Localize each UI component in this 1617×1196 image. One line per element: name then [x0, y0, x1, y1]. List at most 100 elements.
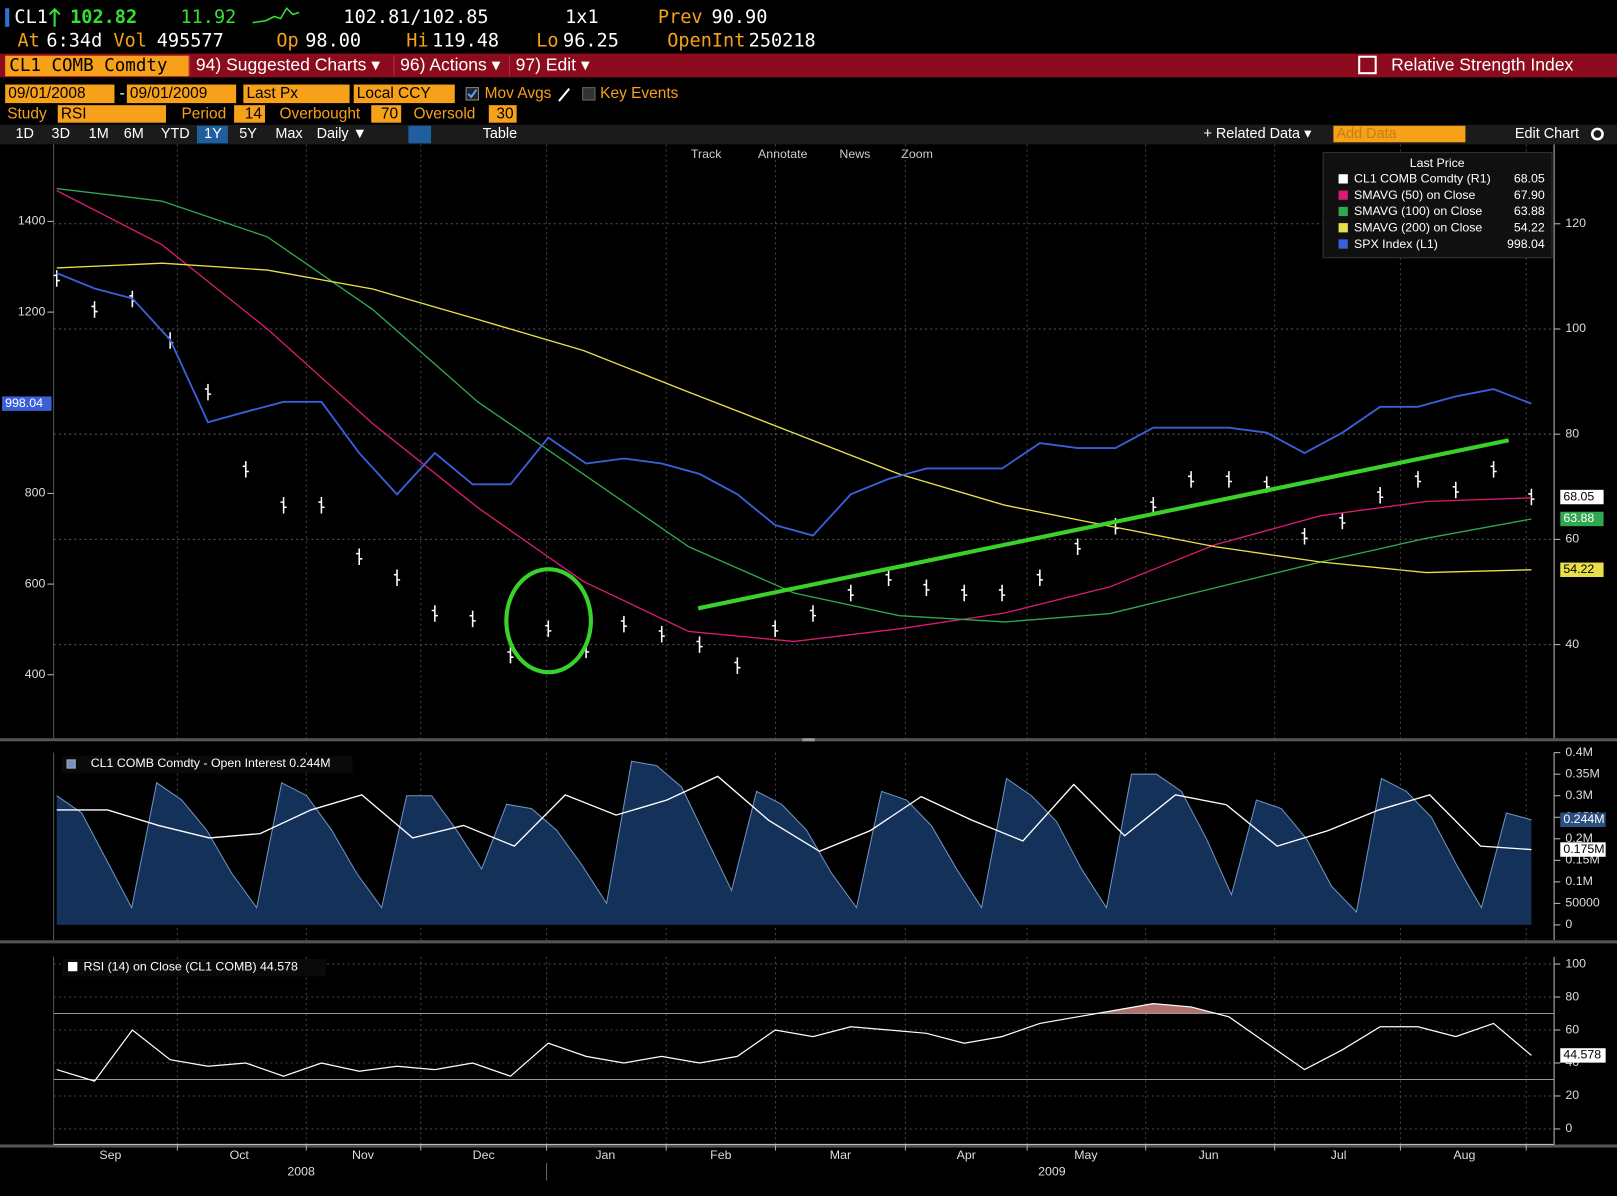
- price-bar: [847, 584, 854, 602]
- divider-handle: [802, 738, 815, 742]
- price-bar: [1188, 471, 1195, 488]
- price-bar: [885, 569, 892, 587]
- edit-chart[interactable]: Edit Chart: [1515, 126, 1579, 142]
- chart-tool[interactable]: Track: [691, 147, 722, 161]
- stat-label: Hi: [406, 31, 428, 52]
- price-bar: [431, 605, 438, 622]
- y-tick-label: 0: [1565, 1121, 1572, 1135]
- y2-tick-label: 60: [1565, 532, 1579, 546]
- y-tick-label: 1400: [18, 214, 46, 228]
- x-tick-label: Jun: [1199, 1148, 1219, 1162]
- chart-tool[interactable]: News: [839, 147, 870, 161]
- y2-tick-label: 120: [1565, 216, 1586, 230]
- popout-icon[interactable]: [1358, 55, 1377, 75]
- input-box[interactable]: [488, 105, 517, 123]
- axis-tag: 0.175M: [1563, 842, 1604, 856]
- key-events[interactable]: Key Events: [600, 85, 678, 102]
- price-bar: [356, 548, 363, 565]
- input-box[interactable]: [5, 84, 115, 104]
- x-tick-label: Jan: [595, 1148, 615, 1162]
- legend-name: SMAVG (50) on Close: [1354, 188, 1475, 202]
- table-button[interactable]: Table: [483, 126, 517, 142]
- range-selected[interactable]: [196, 125, 228, 144]
- price-bar: [318, 496, 325, 514]
- axis-tag-bg: [1560, 812, 1606, 828]
- rsi-line: [56, 1003, 1532, 1082]
- input-box[interactable]: [1333, 125, 1466, 143]
- currency[interactable]: Local CCY: [357, 85, 431, 102]
- y2-tick-label: 80: [1565, 426, 1579, 440]
- checkbox[interactable]: [582, 87, 596, 101]
- panel-title: RSI (14) on Close (CL1 COMB) 44.578: [84, 959, 298, 973]
- period[interactable]: 14: [245, 106, 263, 123]
- stat-label: Op: [276, 31, 298, 52]
- related-data[interactable]: + Related Data ▾: [1203, 126, 1311, 142]
- study-value[interactable]: RSI: [61, 106, 87, 123]
- price-bar: [1225, 471, 1233, 488]
- series-line: [56, 187, 1532, 623]
- range-button[interactable]: 3D: [52, 126, 70, 142]
- price-field[interactable]: Last Px: [246, 85, 298, 102]
- range-button[interactable]: 6M: [124, 126, 144, 142]
- security-box[interactable]: [5, 55, 189, 77]
- price-bar: [772, 620, 779, 638]
- start-date[interactable]: 09/01/2008: [8, 85, 85, 102]
- marker: [5, 8, 10, 27]
- axis-tag-bg: [1560, 562, 1604, 578]
- mov-avgs[interactable]: Mov Avgs: [485, 85, 552, 102]
- chart-tool[interactable]: Annotate: [758, 147, 808, 161]
- oversold-label: Oversold: [414, 106, 476, 123]
- y-tick-label: 0.1M: [1565, 874, 1592, 888]
- range-button[interactable]: 1D: [15, 126, 33, 142]
- series-line: [56, 190, 1532, 643]
- range-button[interactable]: 1M: [89, 126, 109, 142]
- input-box[interactable]: [243, 84, 350, 104]
- stat-value: 6:34d: [46, 31, 102, 52]
- input-box[interactable]: [234, 105, 266, 123]
- menu-item[interactable]: 96) Actions ▾: [400, 55, 501, 75]
- price-bar: [1414, 471, 1422, 488]
- price-bar: [961, 584, 968, 602]
- range-button[interactable]: YTD: [161, 126, 190, 142]
- price-bar: [998, 584, 1006, 602]
- gear[interactable]: [1590, 127, 1604, 141]
- price-bar: [53, 270, 60, 287]
- y-tick-label: 1200: [18, 304, 46, 318]
- frequency[interactable]: Daily ▼: [317, 126, 367, 142]
- legend-swatch: [1338, 190, 1348, 200]
- change: 11.92: [180, 7, 236, 28]
- oversold[interactable]: 30: [496, 106, 513, 123]
- input-box[interactable]: [126, 84, 237, 104]
- axis-tag: 68.05: [1563, 489, 1594, 503]
- input-box[interactable]: [371, 105, 402, 123]
- security[interactable]: CL1 COMB Comdty: [9, 56, 167, 76]
- input-box[interactable]: [57, 105, 167, 123]
- icon-button[interactable]: [408, 125, 432, 144]
- price-bar: [1490, 461, 1497, 478]
- menu-item[interactable]: 94) Suggested Charts ▾: [196, 55, 380, 75]
- price-bar: [242, 461, 249, 478]
- range-button[interactable]: 1Y: [204, 126, 222, 142]
- overbought-fill: [1096, 1003, 1217, 1014]
- legend-name: SMAVG (200) on Close: [1354, 221, 1482, 235]
- add-data[interactable]: Add Data: [1337, 126, 1398, 142]
- y-tick-label: 0.3M: [1565, 788, 1592, 802]
- input-box[interactable]: [353, 84, 455, 104]
- end-date[interactable]: 09/01/2009: [130, 85, 207, 102]
- menu-item[interactable]: 97) Edit ▾: [516, 55, 590, 75]
- overbought[interactable]: 70: [381, 106, 398, 123]
- up-arrow: [48, 7, 61, 27]
- range-button[interactable]: 5Y: [239, 126, 257, 142]
- chart-tool[interactable]: Zoom: [901, 147, 933, 161]
- axis-tag-bg: [1560, 842, 1606, 857]
- pencil[interactable]: [558, 88, 571, 102]
- y-tick-label: 50000: [1565, 896, 1599, 910]
- panel-icon: [68, 961, 78, 972]
- menu-items: 94) Suggested Charts ▾ 96) Actions ▾ 97) E…: [189, 55, 590, 77]
- panel-icon: [66, 759, 76, 769]
- axis-tag-bg: [1560, 1048, 1606, 1063]
- y-tick-label: 0: [1565, 917, 1572, 931]
- panel-title-bg: [61, 958, 326, 977]
- range-button[interactable]: Max: [275, 126, 303, 142]
- legend-swatch: [1338, 239, 1348, 249]
